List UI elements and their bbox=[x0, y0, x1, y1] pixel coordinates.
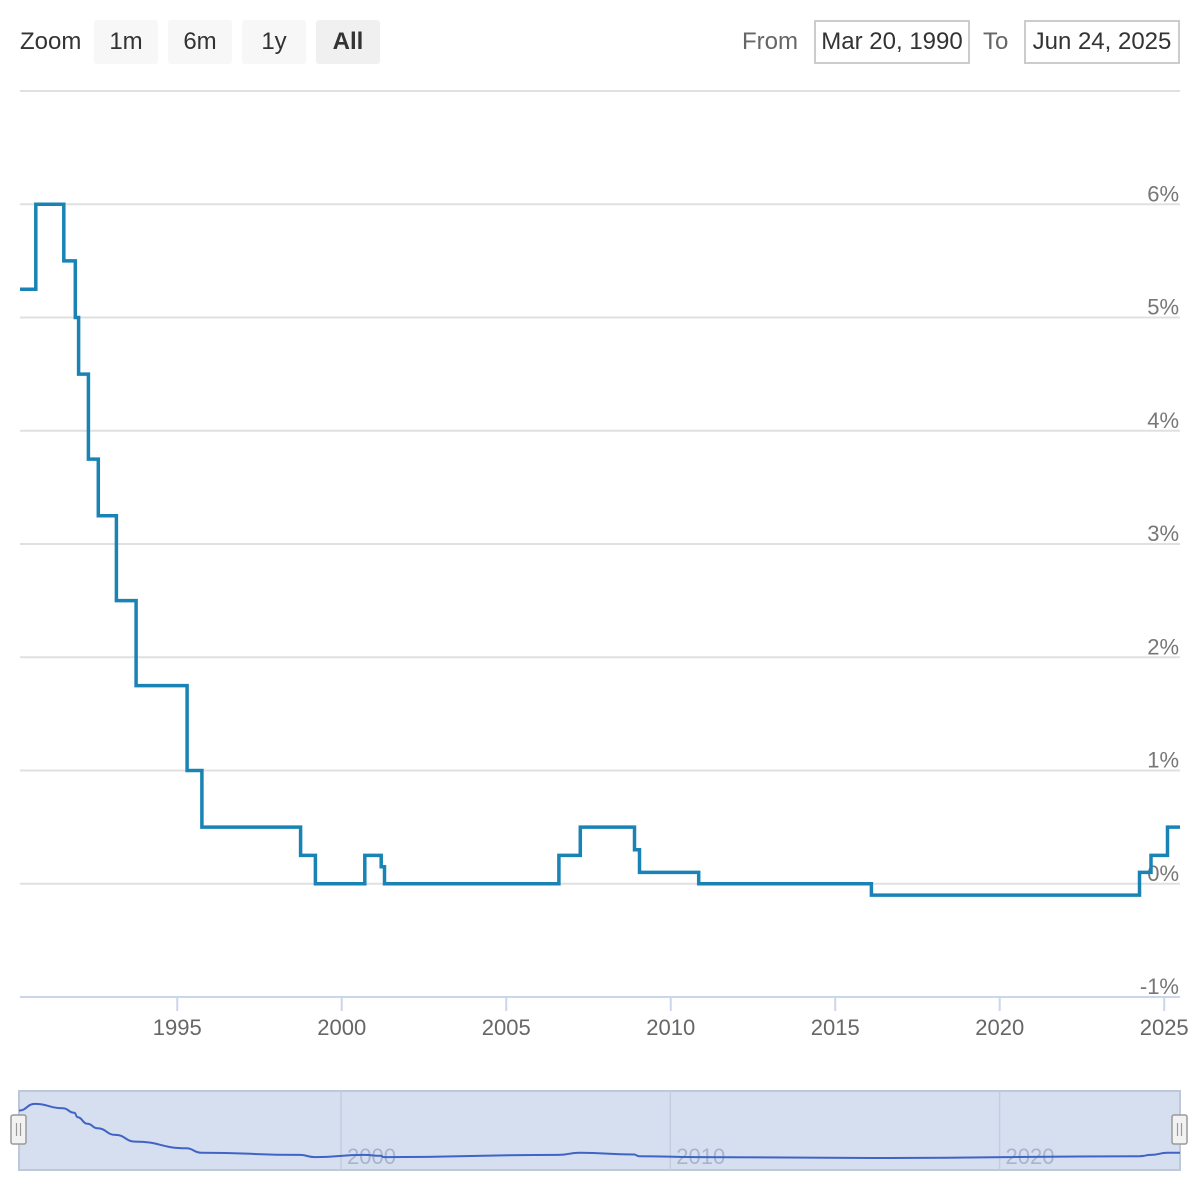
navigator-left-handle[interactable] bbox=[10, 1114, 27, 1145]
range-selector-toolbar: Zoom 1m 6m 1y All From Mar 20, 1990 To J… bbox=[0, 0, 1200, 90]
y-axis-labels: -1%0%1%2%3%4%5%6% bbox=[1140, 181, 1179, 999]
zoom-1y-button[interactable]: 1y bbox=[242, 20, 306, 64]
to-date-input[interactable]: Jun 24, 2025 bbox=[1024, 20, 1180, 64]
x-tick-label: 2020 bbox=[975, 1015, 1024, 1040]
x-tick-label: 1995 bbox=[153, 1015, 202, 1040]
x-tick-label: 2005 bbox=[482, 1015, 531, 1040]
navigator-right-handle[interactable] bbox=[1171, 1114, 1188, 1145]
from-date-input[interactable]: Mar 20, 1990 bbox=[814, 20, 970, 64]
navigator[interactable]: 2000 2010 2020 bbox=[10, 1090, 1188, 1171]
y-tick-label: 1% bbox=[1147, 748, 1179, 773]
navigator-series-line bbox=[18, 1102, 1180, 1160]
x-axis: 1995 2000 2005 2010 2015 2020 2025 bbox=[153, 997, 1189, 1040]
y-tick-label: 2% bbox=[1147, 634, 1179, 659]
x-tick-label: 2025 bbox=[1140, 1015, 1189, 1040]
x-tick-label: 2015 bbox=[811, 1015, 860, 1040]
zoom-1m-button[interactable]: 1m bbox=[94, 20, 158, 64]
grid-lines bbox=[20, 203, 1180, 885]
x-tick-label: 2010 bbox=[646, 1015, 695, 1040]
y-tick-label: 5% bbox=[1147, 295, 1179, 320]
zoom-6m-button[interactable]: 6m bbox=[168, 20, 232, 64]
to-label: To bbox=[983, 28, 1009, 55]
series-line[interactable] bbox=[20, 202, 1180, 897]
y-tick-label: -1% bbox=[1140, 974, 1179, 999]
x-tick-label: 2000 bbox=[317, 1015, 366, 1040]
y-tick-label: 4% bbox=[1147, 408, 1179, 433]
y-tick-label: 6% bbox=[1147, 181, 1179, 206]
zoom-all-button[interactable]: All bbox=[316, 20, 380, 64]
zoom-label: Zoom bbox=[20, 28, 82, 55]
y-tick-label: 3% bbox=[1147, 521, 1179, 546]
from-label: From bbox=[742, 28, 798, 55]
